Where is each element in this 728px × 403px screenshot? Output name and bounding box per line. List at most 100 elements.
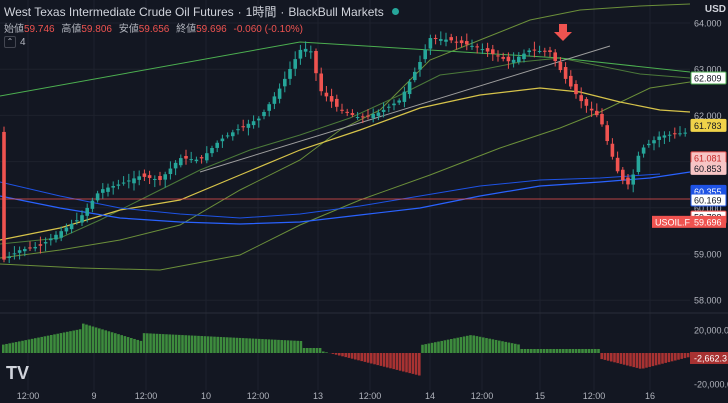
oscillator-bar (366, 353, 370, 363)
oscillator-bar (213, 336, 216, 353)
currency-label[interactable]: USD (704, 4, 726, 15)
price-badge[interactable] (690, 193, 727, 207)
price-axis[interactable]: 64.00063.00062.00061.00060.00059.00058.0… (652, 19, 727, 306)
moving-average-yellow-line (0, 87, 691, 241)
candle-body (480, 49, 485, 51)
candle-body (527, 50, 531, 53)
oscillator-axis[interactable]: 20,000.00 -2,662.3 -20,000.00 (690, 326, 728, 390)
oscillator-bar (53, 334, 56, 353)
down-arrow-marker-icon (554, 24, 572, 41)
oscillator-bar (555, 349, 559, 353)
symbol-price-tag[interactable] (652, 215, 726, 228)
lower-band-line (0, 81, 691, 271)
oscillator-bar (11, 342, 15, 353)
indicator-toggle[interactable]: ⌃ 4 (4, 36, 26, 48)
candle-body (59, 231, 63, 238)
candle-body (194, 159, 199, 162)
oscillator-bar (158, 333, 162, 353)
candle-body (43, 242, 48, 244)
oscillator-bar (88, 325, 91, 353)
oscillator-bar (302, 348, 306, 353)
oscillator-bar (43, 336, 47, 353)
candle-body (418, 62, 422, 70)
oscillator-bar (674, 353, 677, 361)
price-badge[interactable] (690, 118, 727, 132)
symbol-title[interactable]: West Texas Intermediate Crude Oil Future… (4, 4, 234, 19)
price-badge[interactable] (690, 161, 727, 175)
candle-body (366, 115, 370, 117)
candlestick-series (2, 31, 687, 264)
candle-body (428, 38, 433, 49)
oscillator-bar (178, 334, 181, 353)
candle-body (251, 121, 256, 126)
oscillator-bar (373, 353, 376, 365)
oscillator-bar (24, 340, 27, 353)
oscillator-bar (219, 336, 223, 353)
oscillator-bar (238, 337, 242, 353)
oscillator-bar (469, 335, 472, 353)
candle-body (38, 244, 43, 246)
oscillator-bar (152, 333, 155, 353)
oscillator-bar (69, 331, 72, 353)
oscillator-value-badge[interactable] (690, 352, 728, 364)
oscillator-bar (123, 336, 127, 353)
candle-body (647, 143, 651, 146)
oscillator-bar (539, 349, 543, 353)
candle-body (501, 57, 505, 59)
oscillator-bar (626, 353, 629, 366)
price-tick-label: 60.000 (694, 203, 722, 213)
tradingview-logo[interactable]: TV (6, 363, 30, 383)
candle-body (215, 142, 219, 148)
oscillator-bar (517, 344, 520, 353)
oscillator-bar (536, 349, 539, 353)
oscillator-bar (261, 339, 264, 353)
price-badge-label: 61.783 (694, 121, 722, 131)
oscillator-bar (507, 342, 511, 353)
price-tick-label: 63.000 (694, 65, 722, 75)
market-open-dot-icon (391, 8, 399, 15)
time-tick-label: 10 (201, 391, 211, 401)
oscillator-bar (104, 330, 107, 353)
candle-body (28, 247, 32, 249)
oscillator-bar (395, 353, 399, 370)
timeframe-label[interactable]: 1時間 (245, 5, 277, 19)
candle-body (626, 177, 630, 185)
oscillator-bar (162, 334, 165, 353)
oscillator-bar (59, 333, 63, 353)
oscillator-bar (594, 349, 597, 353)
time-tick-label: 12:00 (135, 391, 158, 401)
oscillator-bar (546, 349, 549, 353)
oscillator-bar (347, 353, 351, 358)
price-badge[interactable] (690, 71, 727, 85)
oscillator-bar (85, 324, 88, 353)
oscillator-bar (194, 335, 197, 353)
header-separator: · (237, 4, 242, 19)
oscillator-bar (638, 353, 642, 369)
oscillator-bar (357, 353, 360, 361)
candle-body (220, 138, 225, 142)
oscillator-bar (75, 329, 79, 353)
candle-body (121, 182, 126, 184)
oscillator-bar (40, 336, 43, 353)
open-label: 始値 (4, 24, 24, 35)
change-value: -0.060 (-0.10%) (233, 24, 303, 35)
oscillator-bar (558, 349, 562, 353)
oscillator-bar (667, 353, 671, 363)
oscillator-bar (622, 353, 626, 365)
oscillator-bar (110, 332, 114, 353)
oscillator-bar (21, 340, 24, 353)
oscillator-bar (456, 337, 459, 353)
oscillator-bar (216, 336, 219, 353)
chevron-up-icon[interactable]: ⌃ (4, 36, 16, 48)
candle-body (491, 49, 495, 54)
low-value: 59.656 (138, 24, 170, 35)
oscillator-bar (613, 353, 616, 363)
close-label: 終値 (176, 24, 197, 35)
time-axis[interactable]: 12:00 9 12:00 10 12:00 13 12:00 14 12:00 15 12:00 1… (17, 391, 655, 401)
oscillator-bar (309, 348, 312, 353)
oscillator-bar (56, 333, 59, 353)
oscillator-bar (485, 338, 488, 353)
chart-header[interactable]: West Texas Intermediate Crude Oil Future… (4, 3, 399, 20)
candle-body (579, 95, 583, 102)
